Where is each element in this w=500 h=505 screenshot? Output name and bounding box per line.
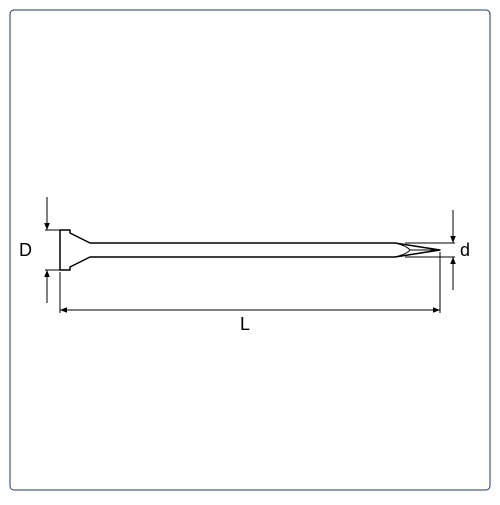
- technical-drawing: D d L: [0, 0, 500, 500]
- dimension-length: [60, 252, 440, 313]
- nail-diagram-svg: D d L: [0, 0, 500, 500]
- nail-shape: [60, 230, 440, 270]
- label-head-diameter: D: [19, 240, 32, 260]
- label-length: L: [240, 314, 250, 334]
- nail-tip-detail: [395, 243, 440, 257]
- dimension-head-diameter: [44, 197, 60, 303]
- label-shank-diameter: d: [460, 240, 470, 260]
